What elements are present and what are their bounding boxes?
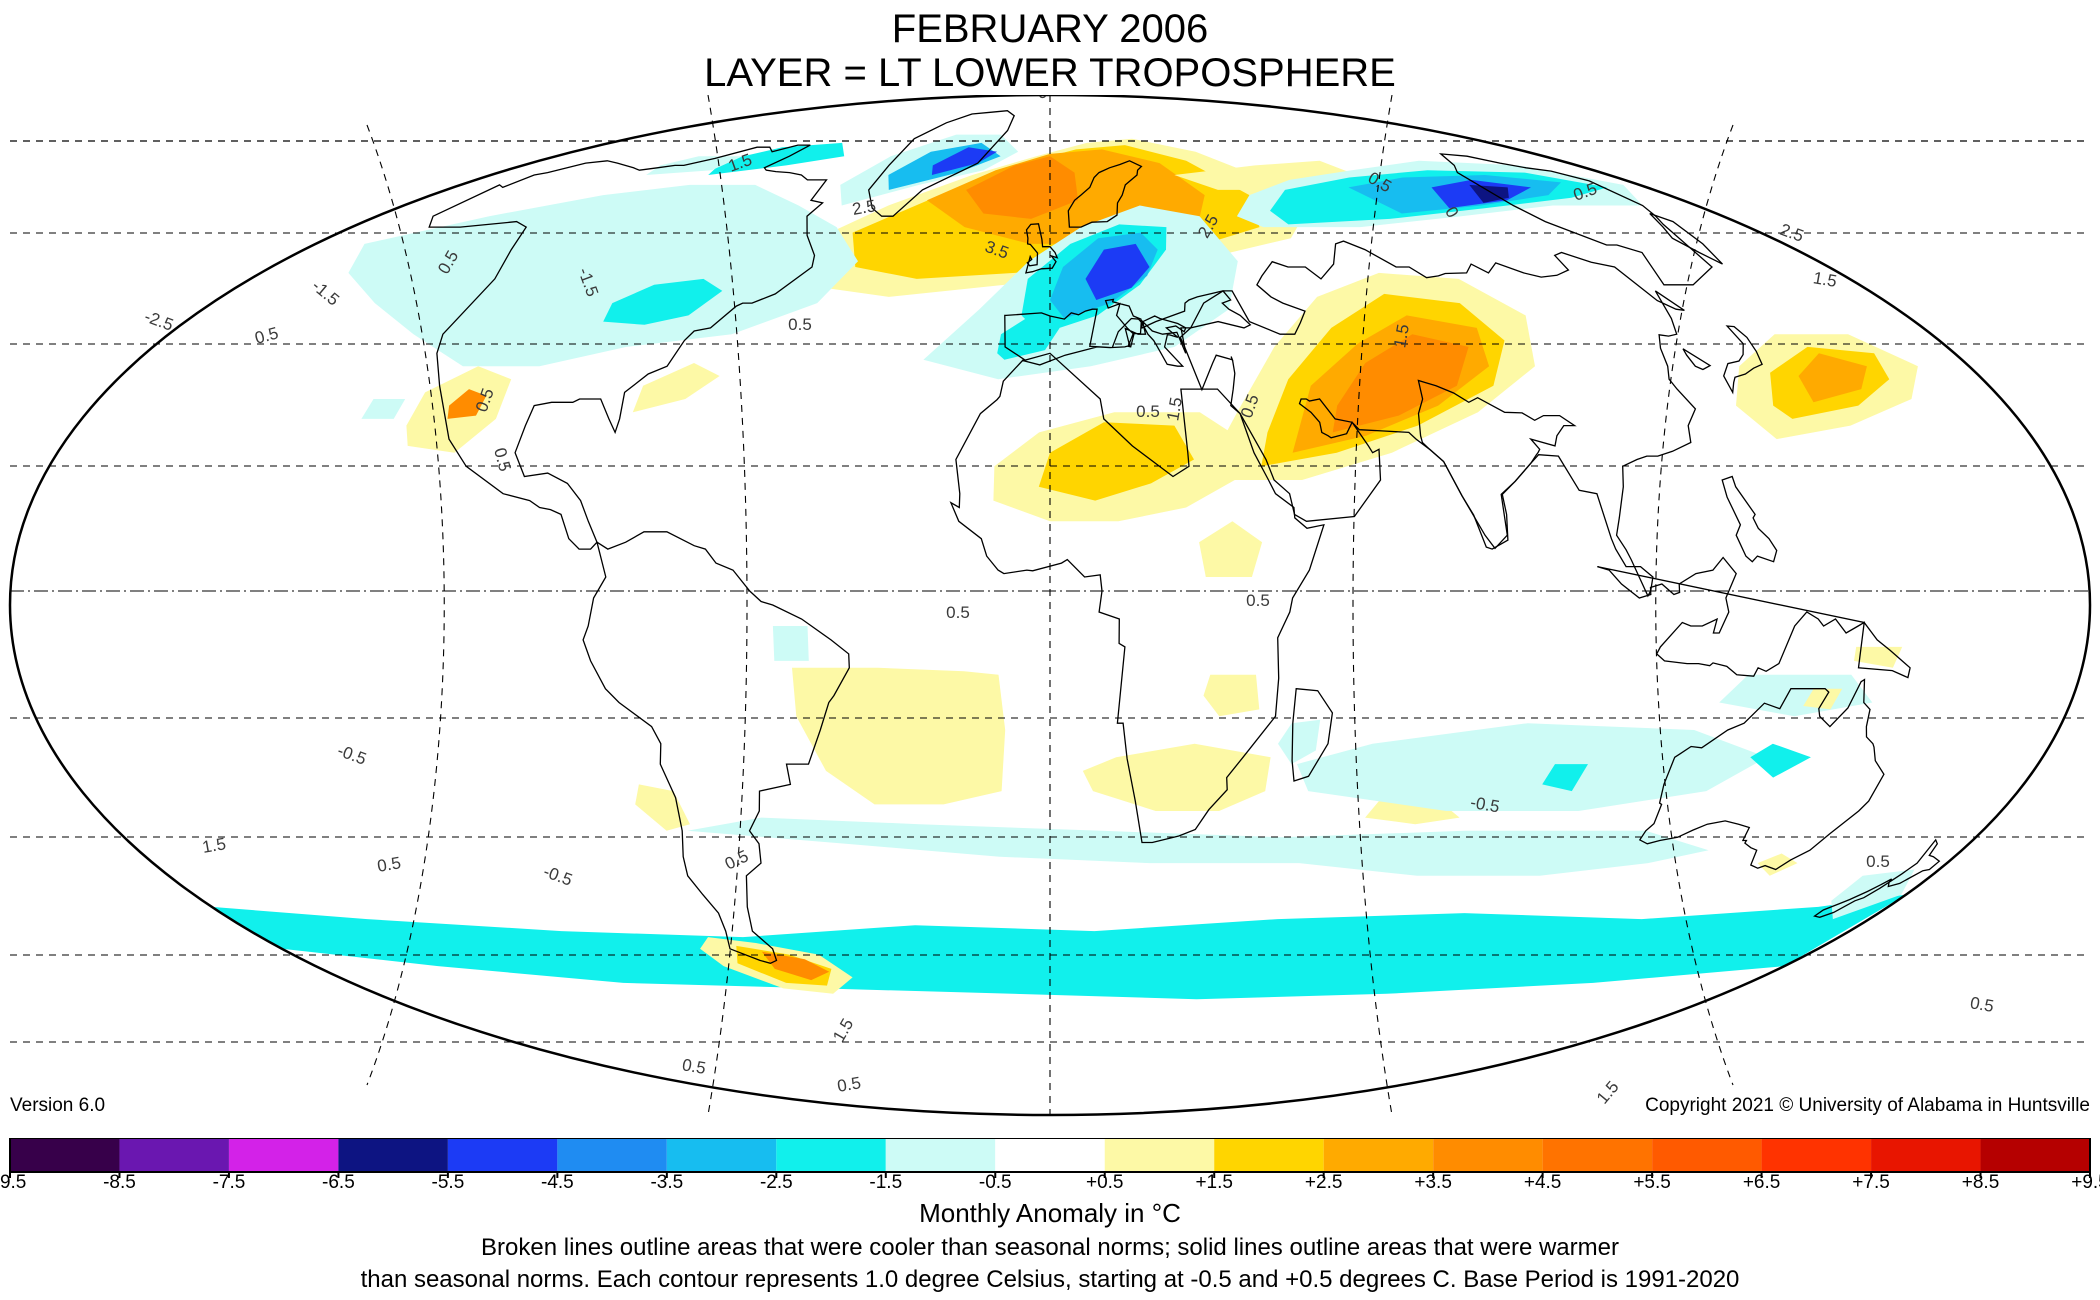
svg-text:2.5: 2.5 [851,196,878,219]
svg-text:1.5: 1.5 [1593,1077,1623,1107]
svg-text:1.5: 1.5 [201,834,228,857]
svg-text:0.5: 0.5 [1866,852,1890,871]
svg-text:1.5: 1.5 [829,1015,857,1045]
svg-text:0.5: 0.5 [1246,591,1270,610]
svg-text:0.5: 0.5 [722,846,751,873]
svg-text:1.5: 1.5 [1390,323,1413,350]
svg-text:-0.5: -0.5 [335,741,369,769]
svg-text:0.5: 0.5 [490,446,514,474]
svg-text:1.5: 1.5 [1163,396,1186,423]
svg-text:1.5: 1.5 [1812,268,1839,291]
svg-text:0.5: 0.5 [1136,402,1160,421]
svg-text:0.5: 0.5 [788,315,812,334]
svg-text:0.5: 0.5 [1969,993,1996,1016]
svg-text:-2.5: -2.5 [142,307,176,335]
svg-text:0.5: 0.5 [681,1055,708,1078]
svg-text:0.5: 0.5 [836,1073,863,1096]
svg-text:0.5: 0.5 [946,603,970,622]
svg-text:0.5: 0.5 [1745,95,1775,96]
svg-text:-1.5: -1.5 [308,276,343,309]
svg-text:0.5: 0.5 [376,853,403,876]
svg-text:-0.5: -0.5 [1469,793,1501,817]
svg-text:-0.5: -0.5 [541,862,575,890]
